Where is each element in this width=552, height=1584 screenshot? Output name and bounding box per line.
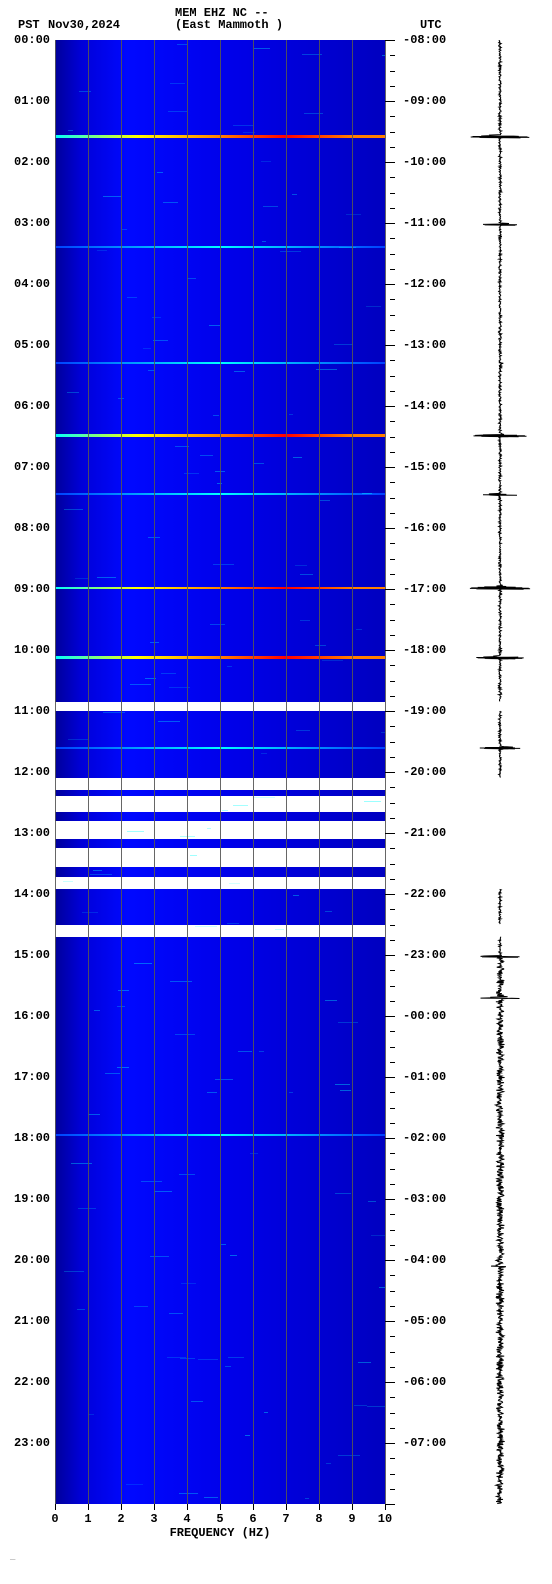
spectrogram-hour-row	[55, 650, 385, 711]
utc-hour-label: -17:00	[403, 582, 446, 596]
pst-hour-label: 20:00	[14, 1253, 50, 1267]
spectrogram-hour-row	[55, 1382, 385, 1443]
spectrogram-hour-row	[55, 223, 385, 284]
pst-hour-label: 00:00	[14, 33, 50, 47]
utc-hour-label: -02:00	[403, 1131, 446, 1145]
pst-hour-label: 05:00	[14, 338, 50, 352]
utc-hour-label: -20:00	[403, 765, 446, 779]
station-line2: (East Mammoth )	[175, 18, 283, 32]
x-tick-label: 7	[282, 1512, 289, 1526]
spectrogram-hour-row	[55, 284, 385, 345]
x-tick-label: 1	[84, 1512, 91, 1526]
spectrogram-hour-row	[55, 1260, 385, 1321]
utc-hour-label: -06:00	[403, 1375, 446, 1389]
date-label: Nov30,2024	[48, 18, 120, 32]
seismogram	[465, 40, 535, 1504]
x-tick-label: 5	[216, 1512, 223, 1526]
utc-hour-label: -18:00	[403, 643, 446, 657]
utc-hour-label: -14:00	[403, 399, 446, 413]
utc-hour-label: -09:00	[403, 94, 446, 108]
header: PST Nov30,2024 MEM EHZ NC -- (East Mammo…	[0, 0, 552, 40]
spectrogram-hour-row	[55, 467, 385, 528]
y-axis-left: 00:0001:0002:0003:0004:0005:0006:0007:00…	[0, 40, 50, 1504]
pst-hour-label: 07:00	[14, 460, 50, 474]
spectrogram-hour-row	[55, 894, 385, 955]
seismogram-trace	[465, 40, 535, 1504]
pst-hour-label: 21:00	[14, 1314, 50, 1328]
utc-hour-label: -07:00	[403, 1436, 446, 1450]
utc-hour-label: -12:00	[403, 277, 446, 291]
pst-hour-label: 18:00	[14, 1131, 50, 1145]
footer-mark: _	[10, 1552, 15, 1562]
spectrogram-hour-row	[55, 772, 385, 833]
pst-hour-label: 23:00	[14, 1436, 50, 1450]
y-axis-right: -08:00-09:00-10:00-11:00-12:00-13:00-14:…	[395, 40, 445, 1504]
pst-hour-label: 14:00	[14, 887, 50, 901]
x-tick-label: 3	[150, 1512, 157, 1526]
spectrogram-hour-row	[55, 40, 385, 101]
spectrogram-hour-row	[55, 833, 385, 894]
pst-hour-label: 03:00	[14, 216, 50, 230]
pst-hour-label: 09:00	[14, 582, 50, 596]
spectrogram-hour-row	[55, 589, 385, 650]
pst-hour-label: 11:00	[14, 704, 50, 718]
pst-hour-label: 04:00	[14, 277, 50, 291]
utc-hour-label: -05:00	[403, 1314, 446, 1328]
x-tick-label: 4	[183, 1512, 190, 1526]
spectrogram-hour-row	[55, 406, 385, 467]
pst-hour-label: 19:00	[14, 1192, 50, 1206]
pst-hour-label: 06:00	[14, 399, 50, 413]
utc-hour-label: -01:00	[403, 1070, 446, 1084]
x-axis-title: FREQUENCY (HZ)	[55, 1526, 385, 1540]
utc-hour-label: -10:00	[403, 155, 446, 169]
x-tick-label: 10	[378, 1512, 392, 1526]
pst-hour-label: 01:00	[14, 94, 50, 108]
x-tick-label: 0	[51, 1512, 58, 1526]
spectrogram-hour-row	[55, 162, 385, 223]
utc-hour-label: -08:00	[403, 33, 446, 47]
pst-hour-label: 10:00	[14, 643, 50, 657]
x-tick-label: 8	[315, 1512, 322, 1526]
spectrogram-hour-row	[55, 1138, 385, 1199]
utc-hour-label: -15:00	[403, 460, 446, 474]
spectrogram-hour-row	[55, 1016, 385, 1077]
utc-hour-label: -00:00	[403, 1009, 446, 1023]
pst-hour-label: 16:00	[14, 1009, 50, 1023]
x-tick-label: 2	[117, 1512, 124, 1526]
spectrogram-hour-row	[55, 1077, 385, 1138]
pst-hour-label: 02:00	[14, 155, 50, 169]
spectrogram-hour-row	[55, 101, 385, 162]
utc-hour-label: -21:00	[403, 826, 446, 840]
pst-hour-label: 17:00	[14, 1070, 50, 1084]
utc-hour-label: -04:00	[403, 1253, 446, 1267]
pst-hour-label: 13:00	[14, 826, 50, 840]
utc-hour-label: -13:00	[403, 338, 446, 352]
pst-hour-label: 15:00	[14, 948, 50, 962]
x-tick-label: 9	[348, 1512, 355, 1526]
spectrogram-hour-row	[55, 528, 385, 589]
spectrogram-hour-row	[55, 1443, 385, 1504]
utc-hour-label: -11:00	[403, 216, 446, 230]
pst-hour-label: 22:00	[14, 1375, 50, 1389]
pst-hour-label: 12:00	[14, 765, 50, 779]
utc-hour-label: -22:00	[403, 887, 446, 901]
spectrogram-hour-row	[55, 1321, 385, 1382]
spectrogram	[55, 40, 385, 1504]
y-axis-right-ticks	[385, 40, 395, 1504]
utc-hour-label: -19:00	[403, 704, 446, 718]
x-tick-label: 6	[249, 1512, 256, 1526]
utc-hour-label: -16:00	[403, 521, 446, 535]
pst-hour-label: 08:00	[14, 521, 50, 535]
tz-right-label: UTC	[420, 18, 442, 32]
spectrogram-hour-row	[55, 955, 385, 1016]
spectrogram-hour-row	[55, 1199, 385, 1260]
utc-hour-label: -03:00	[403, 1192, 446, 1206]
plot-area: 00:0001:0002:0003:0004:0005:0006:0007:00…	[0, 40, 552, 1564]
spectrogram-hour-row	[55, 711, 385, 772]
tz-left-label: PST	[18, 18, 40, 32]
utc-hour-label: -23:00	[403, 948, 446, 962]
spectrogram-hour-row	[55, 345, 385, 406]
